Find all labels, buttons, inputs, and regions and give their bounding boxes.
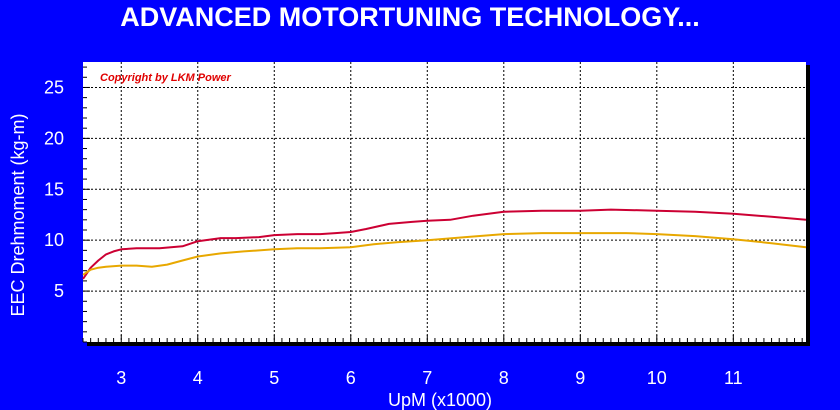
x-tick-label: 10: [647, 368, 667, 388]
series-lines: [82, 208, 807, 280]
y-tick-label: 25: [44, 77, 64, 97]
x-tick-label: 7: [422, 368, 432, 388]
y-tick-label: 15: [44, 179, 64, 199]
minor-ticks: [82, 66, 803, 343]
y-tick-label: 5: [54, 281, 64, 301]
y-tick-labels: 5 10 15 20 25: [44, 77, 64, 301]
x-tick-labels: 3 4 5 6 7 8 9 10 11: [116, 368, 742, 388]
x-tick-label: 3: [116, 368, 126, 388]
x-tick-label: 8: [499, 368, 509, 388]
x-tick-label: 9: [575, 368, 585, 388]
x-axis-label: UpM (x1000): [388, 390, 492, 410]
series-line-2: [82, 232, 807, 276]
y-tick-label: 10: [44, 230, 64, 250]
x-tick-label: 6: [346, 368, 356, 388]
y-tick-label: 20: [44, 128, 64, 148]
page-title: ADVANCED MOTORTUNING TECHNOLOGY...: [120, 2, 700, 32]
plot-area: [83, 62, 806, 342]
x-tick-label: 4: [193, 368, 203, 388]
y-axis-label: EEC Drehmoment (kg-m): [8, 113, 28, 316]
x-tick-label: 11: [724, 368, 743, 388]
series-line-1: [82, 208, 807, 280]
x-tick-label: 5: [269, 368, 279, 388]
copyright-annotation: Copyright by LKM Power: [100, 72, 232, 84]
